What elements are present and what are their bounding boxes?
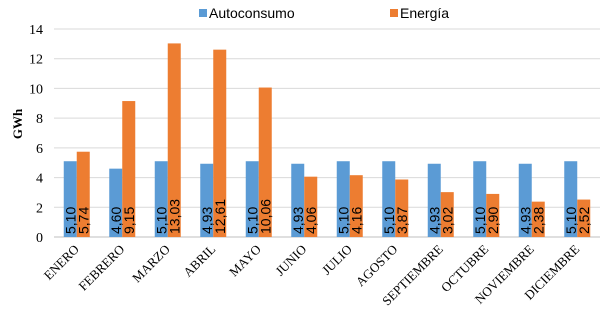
bar-autoconsumo [382,161,396,237]
data-label: 2,52 [576,207,592,234]
y-tick-label: 0 [36,231,43,246]
data-label: 2,38 [530,207,546,234]
data-label: 5,10 [472,207,488,234]
x-tick-label: ENERO [41,242,82,283]
bar-autoconsumo [109,168,123,237]
data-label: 5,10 [153,207,169,234]
data-label: 4,93 [426,207,442,234]
y-tick-label: 8 [36,112,43,127]
x-tick-label: JUNIO [272,242,309,279]
bar-energía [440,192,454,237]
y-axis: 0 2 4 6 8 10 12 14 [29,23,43,246]
y-axis-title: GWh [10,108,25,139]
bar-energía [531,201,545,237]
x-tick-label: AGOSTO [353,242,401,290]
legend-swatch [199,9,207,17]
y-tick-label: 14 [29,23,43,38]
data-label: 3,02 [439,207,455,234]
data-label: 5,10 [381,207,397,234]
bar-energía [258,87,272,237]
bar-energía [167,43,181,237]
bar-energía [349,175,363,237]
legend-entry: Autoconsumo [209,5,295,21]
bar-energía [577,199,591,237]
y-tick-label: 6 [36,142,43,157]
bars [63,43,591,237]
data-label: 5,10 [244,207,260,234]
x-tick-label: ABRIL [180,241,218,279]
bar-autoconsumo [473,161,487,237]
x-tick-label: MARZO [129,242,173,286]
bar-energía [304,176,318,237]
bar-autoconsumo [291,163,305,237]
y-tick-label: 4 [36,172,43,187]
data-label: 10,06 [257,199,273,234]
data-label: 4,93 [199,207,215,234]
bar-autoconsumo [63,161,77,237]
y-tick-label: 12 [29,53,43,68]
bar-autoconsumo [518,163,532,237]
data-label: 4,93 [517,207,533,234]
y-tick-label: 2 [36,201,43,216]
data-label: 9,15 [121,207,137,234]
bar-energía [122,101,136,237]
legend-swatch [390,9,398,17]
legend-entry: Energía [400,5,449,21]
bar-autoconsumo [154,161,168,237]
data-label: 4,93 [290,207,306,234]
data-label: 3,87 [394,207,410,234]
bar-energía [213,49,227,237]
data-label: 5,10 [563,207,579,234]
bar-autoconsumo [200,163,214,237]
bar-autoconsumo [245,161,259,237]
data-label: 12,61 [212,199,228,234]
data-label: 2,90 [485,207,501,234]
data-label: 5,10 [62,207,78,234]
bar-autoconsumo [564,161,578,237]
data-label: 4,06 [303,207,319,234]
bar-autoconsumo [336,161,350,237]
data-label: 13,03 [166,199,182,234]
data-label: 5,10 [335,207,351,234]
data-label: 4,16 [348,207,364,234]
legend: Autoconsumo Energía [199,5,449,21]
bar-energía [395,179,409,237]
y-tick-label: 10 [29,82,43,97]
bar-energía [486,193,500,237]
data-label: 4,60 [108,207,124,234]
gridlines [54,28,600,238]
x-tick-label: FEBRERO [75,242,127,294]
bar-energía [76,151,90,237]
bar-autoconsumo [427,163,441,237]
x-tick-label: MAYO [226,242,264,280]
data-label: 5,74 [75,207,91,234]
x-tick-label: JULIO [319,242,355,278]
